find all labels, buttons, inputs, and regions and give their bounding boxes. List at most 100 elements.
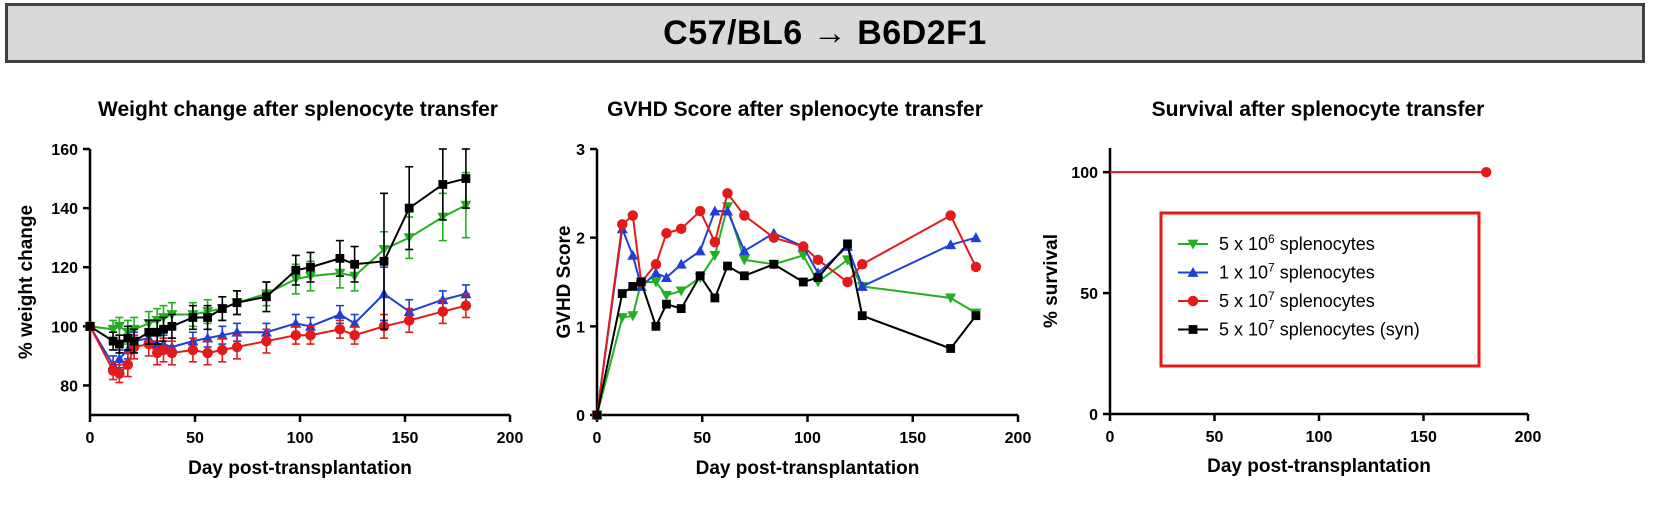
data-point	[403, 315, 415, 326]
legend-box	[1159, 211, 1481, 368]
banner-right: B6D2F1	[857, 13, 987, 52]
series-4	[592, 239, 981, 420]
data-point	[349, 317, 361, 328]
x-axis-label: Day post-transplantation	[1207, 456, 1431, 477]
data-point	[798, 277, 808, 287]
data-point	[113, 321, 125, 332]
data-point	[123, 333, 133, 343]
x-tick-label: 200	[1005, 430, 1032, 447]
data-point	[335, 253, 345, 263]
chart-title: GVHD Score after splenocyte transfer	[607, 98, 983, 121]
data-point	[694, 245, 706, 256]
data-point	[85, 321, 95, 331]
data-point	[115, 339, 124, 349]
x-tick-label: 100	[1306, 429, 1333, 446]
banner-title: C57/BL6 → B6D2F1	[663, 14, 987, 53]
data-point	[650, 259, 662, 270]
data-point	[946, 344, 956, 353]
data-point	[334, 309, 346, 319]
data-point	[843, 239, 852, 249]
data-point	[350, 259, 359, 269]
data-point	[627, 210, 639, 221]
data-point	[438, 180, 448, 189]
data-point	[970, 261, 982, 273]
x-tick-label: 100	[794, 430, 821, 447]
data-point	[675, 258, 687, 269]
x-tick-label: 50	[693, 430, 711, 447]
data-point	[813, 273, 823, 282]
data-point	[651, 321, 661, 331]
data-point	[739, 271, 749, 281]
data-point	[113, 353, 125, 364]
data-point	[231, 341, 243, 353]
data-point	[232, 298, 242, 308]
series-line	[596, 191, 977, 416]
data-point	[404, 203, 414, 213]
data-point	[627, 249, 639, 260]
data-point	[616, 313, 628, 323]
data-point	[636, 277, 646, 287]
x-axis-label: Day post-transplantation	[696, 458, 920, 479]
data-point	[945, 293, 957, 304]
data-point	[768, 232, 780, 243]
x-tick-label: 50	[1206, 429, 1224, 446]
data-point	[144, 327, 154, 337]
x-tick-label: 0	[1106, 429, 1115, 446]
y-tick-label: 0	[576, 408, 585, 425]
data-point	[152, 327, 162, 337]
data-point	[305, 329, 316, 341]
legend-entry: 5 x 107 splenocytes (syn)	[1178, 318, 1420, 340]
data-point	[971, 311, 981, 321]
x-tick-label: 0	[593, 430, 602, 447]
data-point	[660, 272, 672, 282]
y-tick-label: 80	[60, 378, 78, 395]
chart-panel-3: Survival after splenocyte transfer 0 50 100…	[1041, 98, 1541, 477]
legend-entry: 1 x 107 splenocytes	[1178, 261, 1375, 283]
data-point	[217, 344, 228, 356]
data-point	[660, 290, 672, 301]
data-point	[857, 311, 867, 321]
data-point	[857, 259, 868, 270]
data-point	[722, 205, 734, 216]
data-point	[290, 329, 302, 341]
y-tick-label: 120	[51, 260, 78, 277]
data-point	[187, 344, 199, 356]
data-point	[166, 347, 178, 359]
data-point	[798, 241, 809, 252]
legend-label: 5 x 107 splenocytes (syn)	[1219, 318, 1420, 340]
data-point	[129, 336, 139, 346]
data-point	[231, 326, 243, 337]
data-point	[842, 276, 853, 288]
data-point	[694, 205, 706, 217]
data-point	[1480, 166, 1492, 178]
y-tick-label: 3	[576, 142, 585, 159]
data-point	[709, 205, 721, 216]
x-tick-label: 0	[86, 430, 95, 447]
series-4	[85, 148, 471, 354]
banner-left: C57/BL6	[663, 13, 803, 52]
data-point	[122, 359, 134, 370]
y-tick-label: 2	[576, 231, 585, 248]
legend-swatch-marker	[1188, 325, 1198, 334]
y-axis-label: % weight change	[16, 205, 37, 359]
series-3	[84, 293, 472, 384]
data-point	[945, 210, 956, 221]
data-point	[710, 293, 720, 303]
data-point	[738, 245, 750, 256]
data-point	[379, 256, 389, 266]
data-point	[107, 324, 119, 335]
data-point	[216, 329, 228, 340]
data-point	[262, 292, 271, 302]
legend-label: 5 x 106 splenocytes	[1219, 232, 1375, 254]
data-point	[437, 306, 449, 317]
data-point	[461, 174, 471, 183]
data-point	[722, 188, 733, 199]
legend-label: 5 x 107 splenocytes	[1219, 289, 1375, 311]
series-3	[591, 188, 982, 421]
x-tick-label: 150	[392, 430, 419, 447]
y-tick-label: 140	[51, 201, 78, 218]
data-point	[650, 267, 662, 278]
legend-entry: 5 x 107 splenocytes	[1178, 289, 1375, 311]
data-point	[290, 317, 302, 328]
